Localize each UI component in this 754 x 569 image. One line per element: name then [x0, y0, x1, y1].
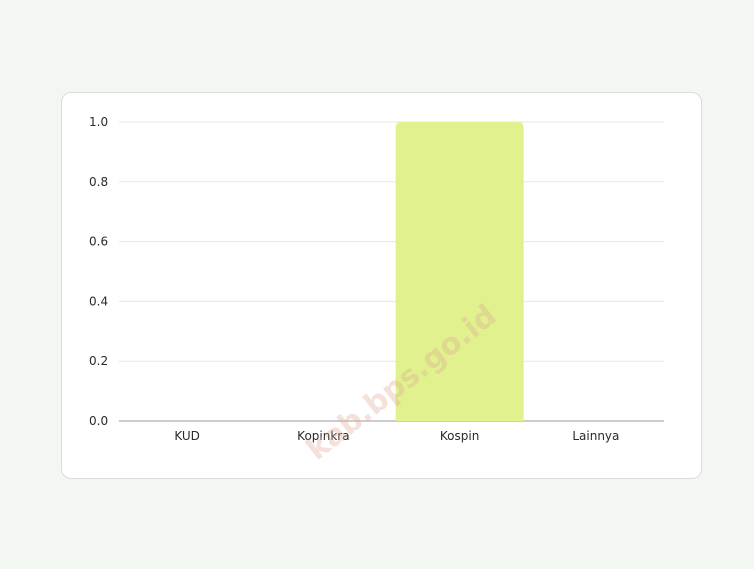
y-tick-label: 0.4	[89, 294, 108, 308]
x-tick-label: KUD	[174, 429, 200, 443]
y-tick-label: 0.8	[89, 175, 108, 189]
bar-kospin	[395, 122, 524, 421]
y-tick-label: 0.0	[89, 414, 108, 428]
x-tick-label: Kopinkra	[297, 429, 349, 443]
y-tick-label: 0.6	[89, 235, 108, 249]
chart-card	[61, 92, 702, 479]
grid-lines	[119, 121, 664, 422]
x-tick-label: Kospin	[440, 429, 479, 443]
x-axis-ticks: KUD Kopinkra Kospin Lainnya	[174, 429, 619, 443]
bars	[395, 122, 524, 421]
y-axis-ticks: 0.0 0.2 0.4 0.6 0.8 1.0	[89, 115, 108, 428]
x-tick-label: Lainnya	[572, 429, 619, 443]
y-tick-label: 1.0	[89, 115, 108, 129]
y-tick-label: 0.2	[89, 354, 108, 368]
